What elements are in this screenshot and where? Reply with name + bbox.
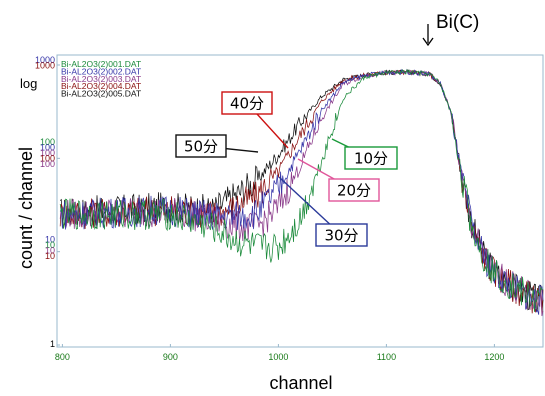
y-tick-label: 100 [40,143,55,153]
y-tick-label: 100 [40,148,55,158]
series-group [59,68,544,317]
annotation-label: 50分 [184,138,218,156]
y-tick-label: 1000 [35,61,55,71]
x-tick-label: 1100 [377,352,396,362]
x-tick-label: 800 [55,352,70,362]
y-tick-label: 1000 [35,55,55,65]
peak-label: Bi(C) [436,12,479,33]
legend-entry: Bi-AL2O3(2)002.DAT [61,66,141,76]
annotation-label: 40分 [230,95,264,113]
y-tick-label: 10 [45,245,55,255]
x-tick-label: 1200 [484,352,504,362]
y-tick-label: 10 [45,251,55,261]
legend-entry: Bi-AL2O3(2)005.DAT [61,89,141,99]
series-line-1 [59,69,544,312]
legend: Bi-AL2O3(2)001.DATBi-AL2O3(2)002.DATBi-A… [61,59,141,99]
annotation-box [315,223,368,247]
legend-entry: Bi-AL2O3(2)001.DAT [61,59,141,69]
annotation-label: 30分 [324,227,358,245]
annotation-box [221,91,273,115]
y-tick-label: 100 [40,154,55,164]
y-tick-label: 100 [40,137,55,147]
legend-entry: Bi-AL2O3(2)004.DAT [61,81,141,91]
x-axis-label: channel [269,373,332,393]
y-tick-label: 1 [50,339,55,349]
annotation-box [175,134,227,158]
peak-arrow-head [422,37,434,47]
annotation-label: 10分 [354,150,388,168]
y-tick-label: 10 [45,240,55,250]
annotation-box [328,178,380,202]
annotations: 40分 50分 10分 20分 30分 [175,91,398,247]
x-tick-label: 1000 [268,352,288,362]
y-tick-label: 10 [45,234,55,244]
annotation-label: 20分 [337,182,371,200]
x-tick-label: 900 [163,352,178,362]
x-ticks: 800 900 1000 1100 1200 [55,344,504,362]
series-line-4 [59,68,544,315]
annotation-box [344,146,398,170]
series-line-5 [59,68,544,312]
y-axis-label: count / channel [16,147,36,269]
legend-entry: Bi-AL2O3(2)003.DAT [61,74,141,84]
scale-label: log [20,76,37,91]
peak-marker: Bi(C) [422,12,479,47]
y-tick-label: 100 [40,159,55,169]
